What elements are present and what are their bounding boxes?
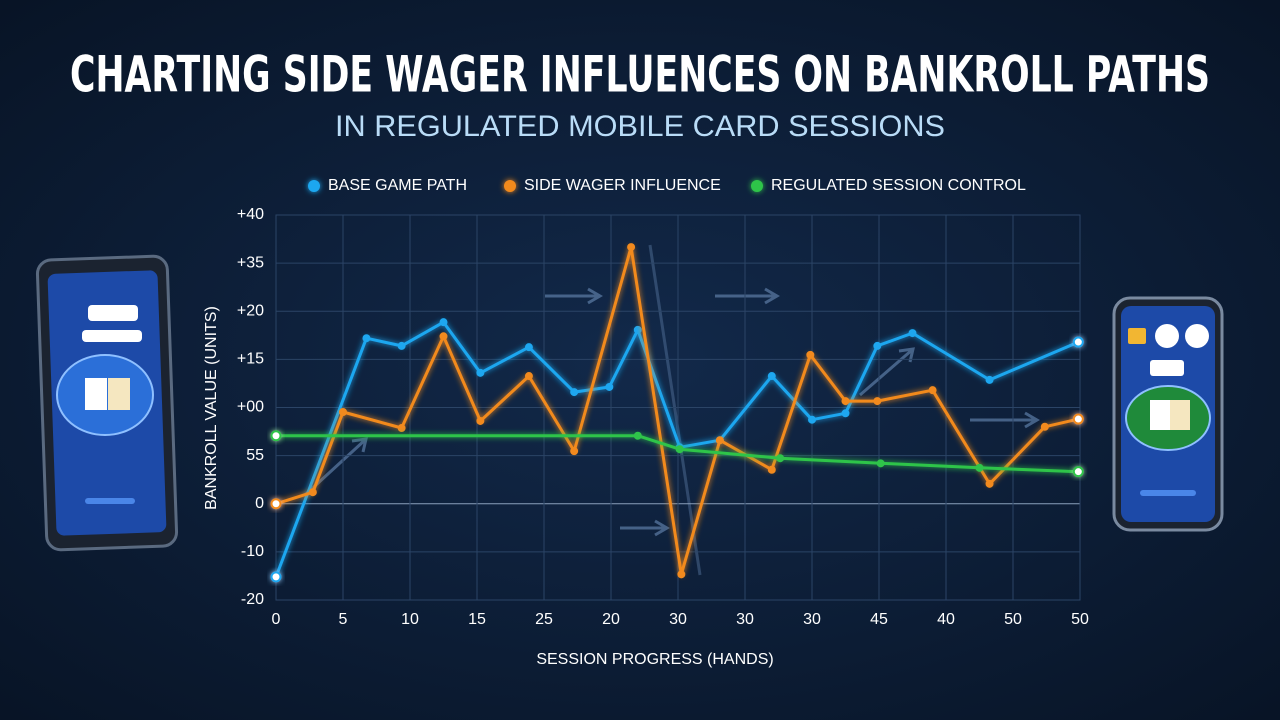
- data-point: [873, 341, 882, 350]
- y-tick-label: +15: [237, 351, 264, 368]
- y-tick-label: +40: [237, 206, 264, 223]
- data-point: [633, 325, 642, 334]
- data-point: [362, 334, 371, 343]
- y-tick-label: +20: [237, 302, 264, 319]
- chart-subtitle: IN REGULATED MOBILE CARD SESSIONS: [335, 110, 945, 143]
- data-point: [439, 318, 448, 327]
- x-tick-label: 25: [535, 611, 553, 628]
- data-point: [439, 332, 448, 341]
- y-tick-label: -20: [241, 591, 264, 608]
- y-tick-label: 0: [255, 495, 264, 512]
- data-point: [767, 372, 776, 381]
- data-point: [270, 571, 282, 583]
- legend-label: SIDE WAGER INFLUENCE: [524, 177, 721, 194]
- data-point: [270, 498, 282, 510]
- x-tick-label: 0: [272, 611, 281, 628]
- x-axis-label: SESSION PROGRESS (HANDS): [536, 651, 773, 668]
- data-point: [928, 386, 937, 395]
- data-point: [806, 350, 815, 359]
- data-point: [605, 382, 614, 391]
- data-point: [627, 243, 636, 252]
- data-point: [767, 465, 776, 474]
- data-point: [524, 343, 533, 352]
- data-point: [808, 415, 816, 424]
- data-point: [985, 375, 994, 384]
- x-tick-label: 40: [937, 611, 955, 628]
- y-tick-label: +00: [237, 399, 264, 416]
- x-tick-label: 50: [1004, 611, 1022, 628]
- x-tick-label: 10: [401, 611, 419, 628]
- legend-label: BASE GAME PATH: [328, 177, 467, 194]
- data-point: [975, 463, 984, 472]
- legend-marker: [751, 180, 763, 192]
- data-point: [397, 424, 406, 433]
- data-point: [570, 447, 579, 456]
- x-tick-label: 30: [736, 611, 754, 628]
- data-point: [715, 436, 724, 445]
- chart-title: CHARTING SIDE WAGER INFLUENCES ON BANKRO…: [70, 46, 1210, 104]
- data-point: [677, 570, 686, 579]
- data-point: [675, 445, 684, 454]
- data-point: [985, 479, 994, 488]
- y-axis-label: BANKROLL VALUE (UNITS): [203, 306, 220, 510]
- data-point: [339, 407, 347, 416]
- data-point: [476, 416, 485, 425]
- y-tick-label: +35: [237, 254, 264, 271]
- data-point: [524, 372, 533, 381]
- data-point: [876, 459, 885, 468]
- data-point: [1072, 336, 1084, 348]
- data-point: [633, 431, 642, 440]
- data-point: [908, 329, 917, 338]
- x-tick-label: 15: [468, 611, 486, 628]
- legend-marker: [504, 180, 516, 192]
- x-tick-label: 50: [1071, 611, 1089, 628]
- data-point: [397, 341, 406, 350]
- data-point: [873, 397, 882, 406]
- data-point: [270, 430, 282, 442]
- legend-label: REGULATED SESSION CONTROL: [771, 177, 1026, 194]
- data-point: [308, 488, 317, 497]
- y-tick-label: 55: [246, 447, 264, 464]
- x-tick-label: 45: [870, 611, 888, 628]
- data-point: [1040, 422, 1049, 431]
- tablet-decor: [35, 254, 179, 552]
- data-point: [841, 397, 850, 406]
- plot-area: -20 -10 0 55 +00 +15 +20 +35 +40 0 5 10 15 25 20 30 30 30…: [237, 177, 1089, 628]
- data-point: [841, 409, 850, 418]
- data-point: [570, 388, 579, 397]
- phone-decor: [1112, 296, 1224, 532]
- x-tick-label: 20: [602, 611, 620, 628]
- data-point: [476, 368, 485, 377]
- x-tick-label: 30: [803, 611, 821, 628]
- y-tick-label: -10: [241, 543, 264, 560]
- x-tick-label: 5: [339, 611, 348, 628]
- data-point: [1072, 413, 1084, 425]
- x-tick-label: 30: [669, 611, 687, 628]
- legend-marker: [308, 180, 320, 192]
- series-line: [274, 320, 1079, 578]
- data-point: [1072, 466, 1084, 478]
- data-point: [776, 454, 785, 463]
